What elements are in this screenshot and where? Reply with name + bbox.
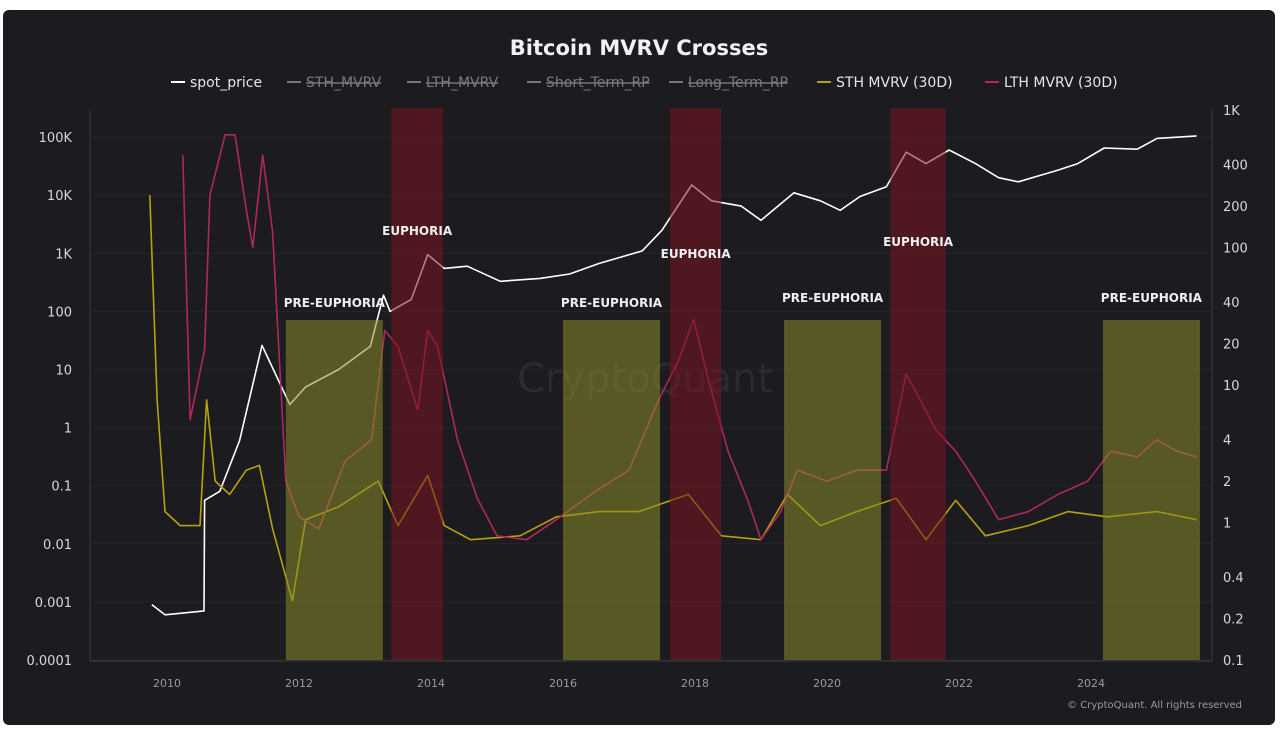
left-tick-label: 100K [39, 131, 73, 146]
euphoria-band [391, 108, 443, 660]
right-tick-label: 0.1 [1223, 654, 1244, 669]
legend-label: Long_Term_RP [688, 75, 788, 91]
right-tick-label: 4 [1223, 434, 1231, 449]
pre-euphoria-band [285, 320, 383, 660]
legend-item-sth-mvrv-30d-[interactable]: STH MVRV (30D) [817, 75, 953, 91]
euphoria-label: EUPHORIA [883, 235, 954, 249]
x-tick-label: 2018 [681, 677, 709, 690]
right-tick-label: 10 [1223, 379, 1240, 394]
legend-item-short-term-rp[interactable]: Short_Term_RP [527, 75, 650, 91]
left-tick-label: 10K [47, 189, 73, 204]
right-tick-label: 40 [1223, 296, 1240, 311]
left-tick-label: 1 [64, 422, 72, 437]
left-tick-label: 0.1 [51, 480, 72, 495]
right-tick-label: 1 [1223, 517, 1231, 532]
pre-euphoria-label: PRE-EUPHORIA [284, 296, 386, 310]
euphoria-band [669, 108, 722, 660]
left-tick-label: 0.01 [43, 538, 72, 553]
right-tick-label: 1K [1223, 104, 1240, 119]
series-line-sth-mvrv-30d- [149, 195, 1197, 602]
euphoria-band [890, 108, 946, 660]
pre-euphoria-band [1102, 320, 1200, 660]
pre-euphoria-label: PRE-EUPHORIA [1101, 291, 1203, 305]
pre-euphoria-band [784, 320, 882, 660]
chart-title: Bitcoin MVRV Crosses [510, 36, 768, 60]
x-tick-label: 2012 [285, 677, 313, 690]
legend-label: spot_price [190, 75, 262, 91]
x-tick-label: 2016 [549, 677, 577, 690]
pre-euphoria-label: PRE-EUPHORIA [561, 296, 663, 310]
right-tick-label: 0.2 [1223, 613, 1244, 628]
right-tick-label: 100 [1223, 242, 1248, 257]
x-tick-label: 2010 [153, 677, 181, 690]
left-tick-label: 10 [55, 364, 72, 379]
right-tick-label: 200 [1223, 200, 1248, 215]
right-tick-label: 20 [1223, 338, 1240, 353]
legend-label: LTH_MVRV [426, 75, 499, 91]
legend-label: Short_Term_RP [546, 75, 650, 91]
euphoria-label: EUPHORIA [661, 247, 732, 261]
legend-label: STH MVRV (30D) [836, 75, 953, 91]
legend-item-lth-mvrv[interactable]: LTH_MVRV [407, 75, 499, 91]
left-tick-label: 1K [55, 247, 72, 262]
footer-copyright: © CryptoQuant. All rights reserved [1067, 700, 1242, 711]
legend-label: STH_MVRV [306, 75, 382, 91]
legend-label: LTH MVRV (30D) [1004, 75, 1118, 91]
left-tick-label: 0.001 [35, 596, 72, 611]
x-tick-label: 2022 [945, 677, 973, 690]
x-tick-label: 2024 [1077, 677, 1105, 690]
right-tick-label: 400 [1223, 159, 1248, 174]
legend-item-spot-price[interactable]: spot_price [171, 75, 262, 91]
pre-euphoria-label: PRE-EUPHORIA [782, 291, 884, 305]
left-tick-label: 0.0001 [27, 654, 73, 669]
right-tick-label: 2 [1223, 475, 1231, 490]
legend-item-lth-mvrv-30d-[interactable]: LTH MVRV (30D) [985, 75, 1118, 91]
euphoria-label: EUPHORIA [382, 224, 453, 238]
legend-item-sth-mvrv[interactable]: STH_MVRV [287, 75, 382, 91]
x-tick-label: 2020 [813, 677, 841, 690]
x-tick-label: 2014 [417, 677, 445, 690]
legend-item-long-term-rp[interactable]: Long_Term_RP [669, 75, 788, 91]
right-tick-label: 0.4 [1223, 571, 1244, 586]
pre-euphoria-band [563, 320, 661, 660]
left-tick-label: 100 [47, 305, 72, 320]
legend[interactable]: spot_price STH_MVRV LTH_MVRV Short_Term_RP L… [171, 75, 1118, 91]
